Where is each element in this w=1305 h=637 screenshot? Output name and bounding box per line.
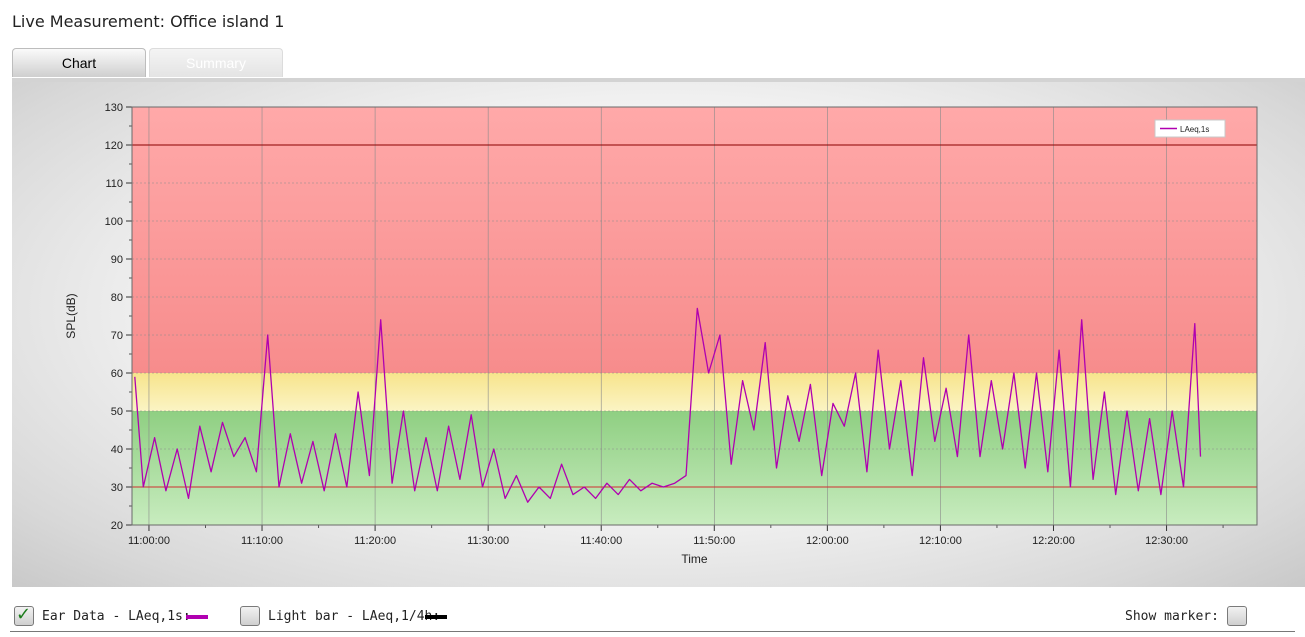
light-bar-label: Light bar - LAeq,1/4h: [268, 609, 441, 624]
x-tick-label: 11:30:00 [467, 535, 509, 547]
chart-panel: 20 30 40 50 60 70 80 90 100 110 120 130 11:00:00 11:1… [12, 78, 1305, 587]
y-tick-label: 120 [105, 140, 123, 152]
x-tick-label: 11:40:00 [580, 535, 622, 547]
x-tick-label: 12:00:00 [806, 535, 849, 547]
y-tick-label: 100 [105, 216, 123, 228]
series-line-0 [134, 307, 1202, 503]
window-title: Live Measurement: Office island 1 [12, 12, 285, 31]
y-tick-label: 40 [111, 444, 123, 456]
x-tick-label: 11:10:00 [241, 535, 283, 547]
x-tick-label: 11:50:00 [693, 535, 735, 547]
x-tick-label: 12:20:00 [1032, 535, 1075, 547]
light-bar-swatch [425, 615, 447, 619]
checkmark-icon: ✓ [16, 604, 32, 625]
legend-label: LAeq,1s [1180, 125, 1209, 134]
zone-yellow [132, 373, 1257, 411]
x-tick-label: 12:30:00 [1145, 535, 1188, 547]
x-tick-label: 12:10:00 [919, 535, 962, 547]
light-bar-checkbox[interactable] [240, 606, 260, 626]
y-tick-label: 90 [111, 254, 123, 266]
plot-border [131, 106, 1258, 526]
x-axis-title: Time [681, 552, 708, 566]
footer-divider [10, 631, 1295, 632]
zone-red [132, 107, 1257, 373]
ear-data-swatch [186, 615, 208, 619]
ear-data-checkbox[interactable]: ✓ [14, 604, 34, 626]
y-tick-label: 110 [105, 178, 123, 190]
footer-bar: ✓ Ear Data - LAeq,1s: Light bar - LAeq,1… [0, 595, 1305, 637]
x-tick-label: 11:20:00 [354, 535, 396, 547]
show-marker-label: Show marker: [1125, 609, 1219, 624]
show-marker-checkbox[interactable] [1227, 606, 1247, 626]
y-axis-title: SPL(dB) [64, 293, 78, 338]
y-tick-label: 130 [105, 102, 123, 114]
tab-chart[interactable]: Chart [12, 48, 146, 77]
y-tick-label: 60 [111, 368, 123, 380]
y-tick-label: 20 [111, 520, 123, 532]
y-tick-label: 50 [111, 406, 123, 418]
y-tick-label: 70 [111, 330, 123, 342]
y-tick-label: 30 [111, 482, 123, 494]
legend-box [1154, 119, 1226, 138]
zone-green [132, 411, 1257, 525]
spl-chart: 20 30 40 50 60 70 80 90 100 110 120 130 11:00:00 11:1… [64, 102, 1258, 566]
ear-data-label: Ear Data - LAeq,1s: [42, 609, 191, 624]
y-tick-label: 80 [111, 292, 123, 304]
x-tick-label: 11:00:00 [128, 535, 170, 547]
tab-summary[interactable]: Summary [149, 48, 283, 77]
